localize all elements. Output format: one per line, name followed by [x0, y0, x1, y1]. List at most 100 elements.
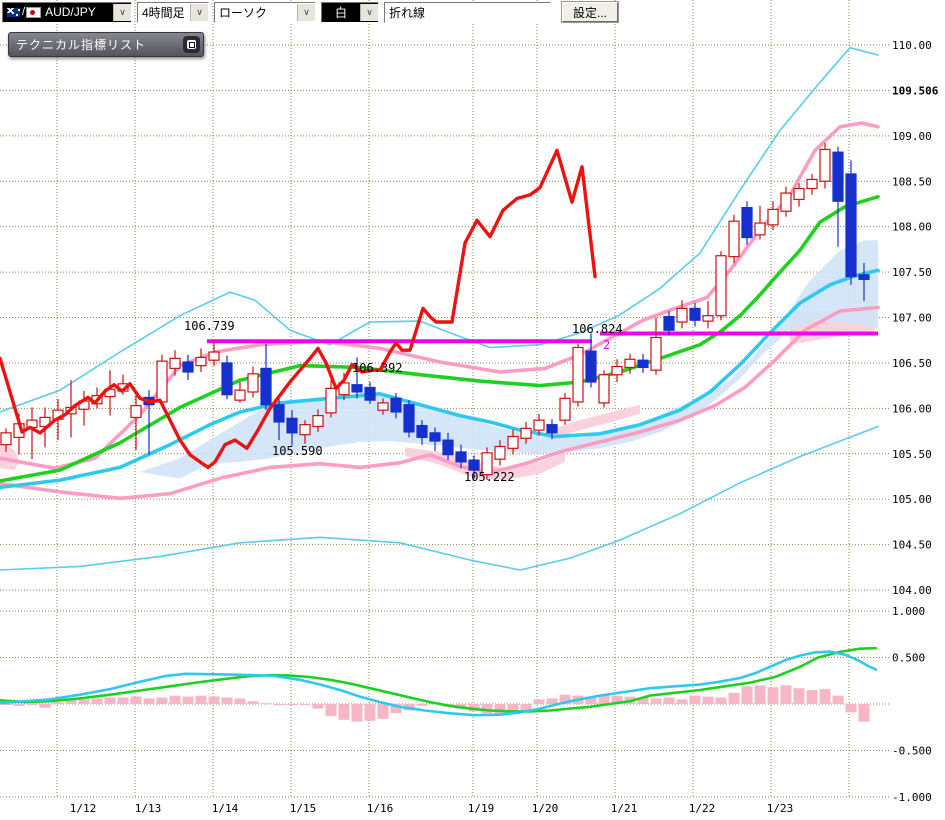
macd-histogram-bar: [39, 704, 51, 708]
candle-body: [195, 356, 207, 367]
candle-body: [468, 459, 480, 471]
candle-body: [351, 384, 363, 393]
macd-axis-label: -0.500: [892, 745, 932, 758]
candle-body: [416, 424, 428, 439]
candle-body: [663, 315, 675, 331]
candle-body: [286, 417, 298, 434]
candle-body: [715, 255, 727, 317]
chevron-down-icon[interactable]: ∨: [190, 3, 208, 21]
macd-histogram-bar: [104, 697, 116, 704]
upper-pink-band-line: [0, 121, 880, 471]
candle-body: [767, 208, 779, 226]
price-annotation: 105.590: [272, 444, 323, 458]
candle-body: [676, 307, 688, 323]
restore-window-icon[interactable]: [183, 36, 200, 53]
price-annotation: 2: [603, 338, 610, 352]
date-label: 1/19: [468, 802, 495, 815]
candle-body: [312, 415, 324, 428]
macd-histogram-bar: [689, 695, 701, 704]
pink-band-cloud: [405, 447, 565, 481]
chevron-down-icon[interactable]: ∨: [360, 3, 378, 21]
price-annotation: 105.222: [464, 470, 515, 484]
macd-histogram-bar: [130, 696, 142, 704]
chevron-down-icon[interactable]: ∨: [113, 3, 131, 21]
macd-histogram-bar: [325, 704, 337, 717]
macd-histogram-bar: [494, 704, 506, 716]
macd-green-line: [0, 646, 878, 713]
macd-histogram-bar: [221, 697, 233, 704]
candle-body: [624, 358, 636, 369]
chevron-down-icon[interactable]: ∨: [297, 3, 315, 21]
candle-body: [728, 220, 740, 258]
macd-histogram-bar: [702, 696, 714, 704]
price-axis-label: 108.50: [892, 175, 932, 188]
macd-histogram-bar: [611, 695, 623, 704]
candle-body: [546, 424, 558, 434]
candle-body: [650, 336, 662, 371]
blue-span-cloud: [140, 240, 878, 479]
candle-body: [611, 365, 623, 376]
macd-histogram-bar: [858, 704, 870, 722]
macd-cyan-line: [0, 650, 878, 717]
candle-body: [169, 357, 181, 369]
red-indicator-line: [0, 148, 597, 470]
macd-histogram-bar: [806, 690, 818, 704]
macd-histogram-bar: [819, 689, 831, 704]
macd-histogram-bar: [260, 703, 272, 705]
macd-axis-label: 1.000: [892, 605, 925, 618]
macd-histogram-bar: [481, 704, 493, 714]
candle-body: [130, 405, 142, 419]
macd-histogram-bar: [650, 698, 662, 704]
candle-body: [858, 274, 870, 280]
candle-body: [741, 206, 753, 239]
candle-color-label: 白: [334, 5, 347, 20]
candle-body: [325, 387, 337, 414]
macd-histogram-bar: [377, 704, 389, 719]
macd-histogram-bar: [65, 700, 77, 704]
price-axis-label: 110.00: [892, 39, 932, 52]
lower-outer-band-line: [0, 425, 879, 571]
candle-body: [260, 367, 272, 406]
macd-histogram-bar: [312, 704, 324, 709]
macd-histogram-bar: [286, 704, 298, 705]
macd-histogram-bar: [728, 692, 740, 704]
candle-body: [806, 178, 818, 190]
macd-histogram-bar: [663, 697, 675, 704]
candle-body: [377, 402, 389, 411]
date-label: 1/13: [135, 802, 162, 815]
candle-body: [637, 359, 649, 369]
macd-histogram-bar: [143, 698, 155, 704]
candle-body: [390, 397, 402, 413]
candle-body: [364, 386, 376, 401]
macd-histogram-bar: [741, 686, 753, 704]
candle-body: [208, 351, 220, 361]
lower-pink-band-line: [0, 305, 880, 501]
candle-body: [754, 222, 766, 236]
candle-color-select[interactable]: 白 ∨: [321, 1, 379, 23]
macd-histogram-bar: [793, 688, 805, 704]
price-axis-label: 107.50: [892, 266, 932, 279]
date-label: 1/20: [532, 802, 559, 815]
candle-body: [0, 432, 12, 446]
macd-histogram-bar: [195, 695, 207, 704]
currency-pair-select[interactable]: / AUD/JPY ∨: [2, 1, 132, 23]
macd-histogram-bar: [0, 704, 12, 705]
settings-button[interactable]: 設定...: [562, 2, 619, 22]
date-label: 1/21: [611, 802, 638, 815]
technical-indicator-list-panel[interactable]: テクニカル指標リスト: [8, 32, 204, 57]
candle-body: [481, 452, 493, 476]
timeframe-select[interactable]: 4時間足 ∨: [137, 1, 209, 23]
macd-histogram-bar: [507, 704, 519, 714]
candle-body: [559, 397, 571, 421]
candle-body: [585, 350, 597, 383]
macd-histogram-bar: [299, 704, 311, 705]
macd-histogram-bar: [676, 699, 688, 704]
line-style-field[interactable]: 折れ線: [384, 1, 551, 23]
candle-body: [520, 427, 532, 439]
chart-type-select[interactable]: ローソク ∨: [214, 1, 316, 23]
candle-body: [221, 362, 233, 396]
price-annotation: 106.392: [352, 361, 403, 375]
candle-body: [247, 373, 259, 393]
price-axis-label: 108.00: [892, 221, 932, 234]
